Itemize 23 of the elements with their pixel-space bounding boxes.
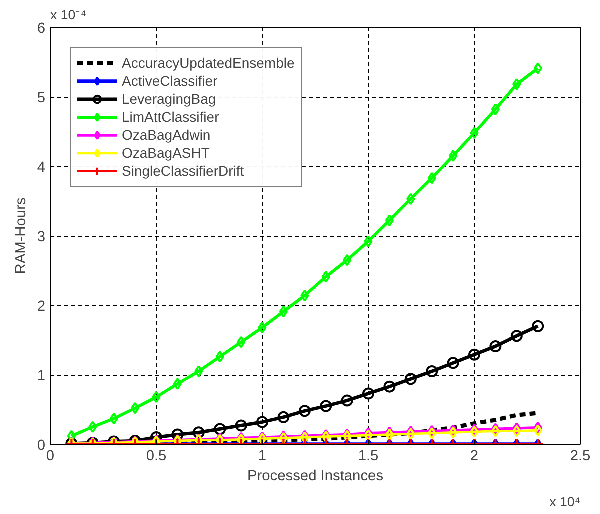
y-tick-label: 0: [37, 438, 46, 454]
y-tick-label: 6: [37, 21, 46, 37]
x-tick-label: 0.5: [146, 448, 167, 464]
text: x 10⁴: [550, 494, 581, 510]
x-tick-label: 2.5: [570, 448, 591, 464]
y-tick-label: 5: [37, 90, 46, 106]
legend-label: ActiveClassifier: [122, 72, 218, 90]
x-tick-label: 1: [258, 448, 267, 464]
legend-label: OzaBagAdwin: [122, 126, 211, 144]
y-tick-label: 3: [37, 230, 46, 246]
legend-label: OzaBagASHT: [122, 144, 210, 162]
legend-label: SingleClassifierDrift: [122, 162, 244, 180]
x-tick-label: 2: [470, 448, 479, 464]
legend-label: LeveragingBag: [122, 90, 216, 108]
y-tick-label: 4: [37, 160, 46, 176]
y-tick-label: 2: [37, 299, 46, 315]
text: x 10⁻⁴: [50, 8, 87, 22]
x-axis-title: Processed Instances: [247, 468, 384, 484]
y-tick-label: 1: [37, 368, 46, 384]
y-axis-title: RAM-Hours: [13, 198, 30, 274]
x-tick-label: 1.5: [358, 448, 379, 464]
legend-label: AccuracyUpdatedEnsemble: [122, 54, 295, 72]
legend-label: LimAttClassifier: [122, 108, 220, 126]
